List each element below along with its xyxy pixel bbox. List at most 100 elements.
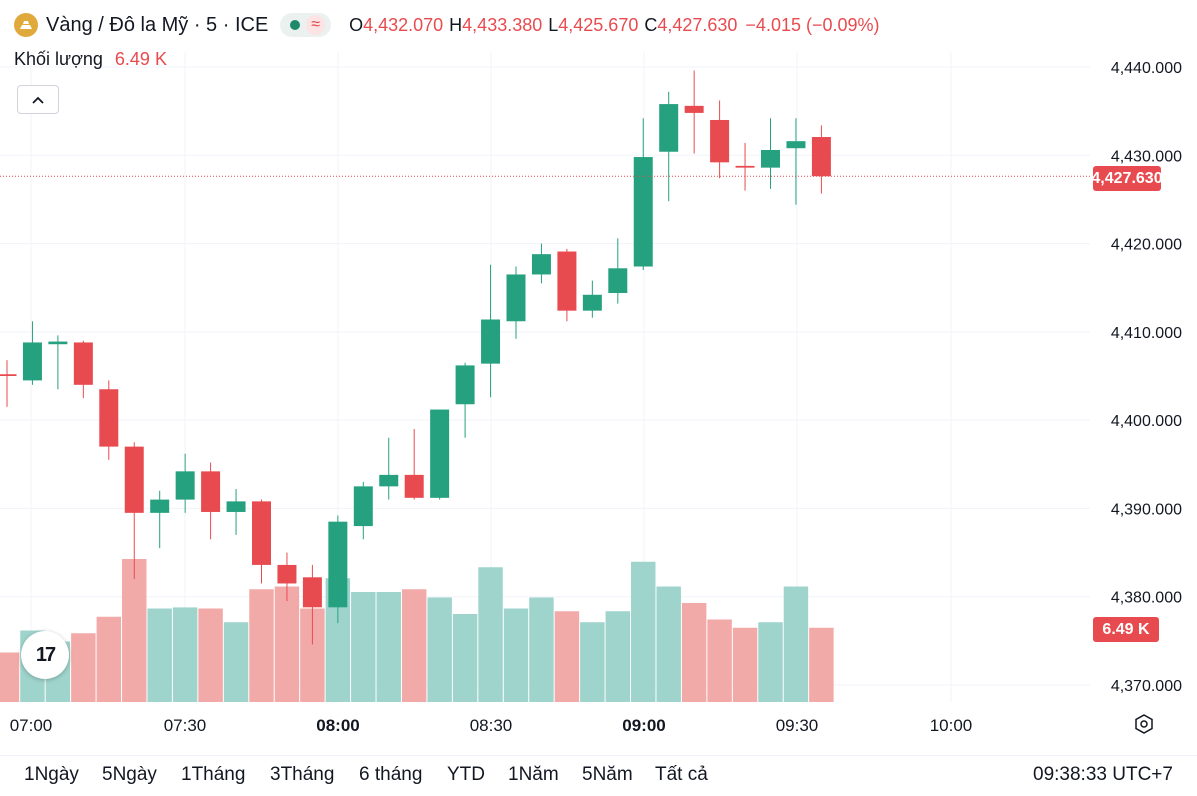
candle — [201, 462, 221, 540]
candle-body — [811, 137, 831, 177]
volume-bar — [351, 592, 376, 702]
range-all-button[interactable]: Tất cả — [655, 764, 708, 785]
x-tick-label: 07:00 — [10, 716, 53, 735]
chevron-up-icon — [32, 96, 44, 104]
candle — [99, 380, 119, 460]
candle-body — [455, 365, 475, 405]
volume-bar — [554, 611, 580, 702]
candle-body — [557, 251, 577, 311]
close-value: 4,427.630 — [657, 14, 738, 35]
candle-body — [277, 564, 297, 584]
volume-bar — [223, 622, 249, 702]
market-status[interactable]: ≈ — [280, 13, 332, 37]
candle-body — [659, 104, 679, 152]
bottom-toolbar: 1Ngày 5Ngày 1Tháng 3Tháng 6 tháng YTD 1N… — [0, 755, 1197, 796]
x-tick-label: 10:00 — [930, 716, 973, 735]
range-6m-button[interactable]: 6 tháng — [359, 764, 423, 785]
change-value: −4.015 (−0.09%) — [745, 14, 880, 35]
volume-bar — [529, 597, 554, 702]
candle — [277, 552, 297, 602]
candle — [252, 499, 271, 584]
candle-body — [404, 474, 424, 498]
range-1d-button[interactable]: 1Ngày — [24, 764, 79, 785]
range-ytd-button[interactable]: YTD — [447, 764, 485, 785]
x-tick-label: 07:30 — [164, 716, 207, 735]
last-volume-tag: 6.49 K — [1093, 617, 1159, 642]
volume-bar — [0, 652, 20, 702]
candle — [557, 248, 577, 322]
candle — [608, 238, 628, 304]
volume-bar — [580, 622, 605, 702]
market-open-dot-icon — [290, 20, 301, 30]
chart-legend: Vàng / Đô la Mỹ · 5 · ICE ≈ O 4,432.070 H… — [0, 0, 1100, 52]
volume-bar — [452, 614, 478, 702]
volume-bar — [478, 567, 503, 702]
volume-bar — [71, 633, 96, 702]
candle-body — [48, 341, 68, 345]
volume-bars — [0, 559, 834, 702]
candle-body — [22, 342, 42, 381]
y-tick-label: 4,440.000 — [1111, 60, 1182, 77]
range-5y-button[interactable]: 5Năm — [582, 764, 633, 785]
candle — [48, 335, 68, 390]
volume-bar — [122, 559, 147, 702]
candle — [811, 125, 831, 194]
candle-body — [633, 157, 653, 267]
volume-bar — [783, 586, 809, 702]
volume-bar — [274, 586, 300, 702]
low-value: 4,425.670 — [558, 14, 639, 35]
candle-body — [761, 149, 780, 168]
volume-bar — [707, 619, 732, 702]
volume-label[interactable]: Khối lượng — [14, 49, 103, 69]
candle-body — [506, 274, 526, 322]
volume-bar — [401, 589, 427, 702]
volume-legend: Khối lượng 6.49 K — [14, 49, 167, 70]
candles — [0, 70, 831, 645]
volume-bar — [376, 592, 401, 702]
candle — [302, 564, 322, 645]
range-3m-button[interactable]: 3Tháng — [270, 764, 335, 785]
x-tick-label: 09:30 — [776, 716, 819, 735]
range-1y-button[interactable]: 1Năm — [508, 764, 559, 785]
candle-body — [328, 521, 348, 608]
candle-body — [99, 389, 119, 447]
candle — [404, 428, 424, 500]
range-5d-button[interactable]: 5Ngày — [102, 764, 157, 785]
volume-bar — [427, 597, 452, 702]
tradingview-logo[interactable]: 17 — [21, 631, 69, 679]
candle-body — [481, 319, 501, 364]
ohlc-values: O 4,432.070 H 4,433.380 L 4,425.670 C 4,427.… — [349, 14, 880, 35]
candle — [735, 142, 755, 191]
wave-icon: ≈ — [306, 15, 326, 35]
volume-bar — [249, 589, 274, 702]
candle — [531, 243, 551, 284]
clock-timezone[interactable]: 09:38:33 UTC+7 — [1033, 764, 1173, 785]
settings-icon[interactable] — [1133, 713, 1155, 735]
gold-logo-icon — [14, 13, 38, 37]
candle-body — [582, 294, 602, 311]
candle — [124, 442, 144, 580]
candlestick-chart[interactable]: 4,370.000 4,380.000 4,390.000 4,400.000 4,41… — [0, 0, 1197, 755]
candle-body — [353, 486, 373, 527]
volume-bar — [198, 608, 223, 702]
candle-body — [252, 501, 271, 565]
range-1m-button[interactable]: 1Tháng — [181, 764, 246, 785]
symbol-title[interactable]: Vàng / Đô la Mỹ · 5 · ICE — [46, 13, 269, 36]
high-value: 4,433.380 — [462, 14, 543, 35]
candle — [22, 321, 42, 385]
volume-bar — [96, 616, 122, 702]
candle-body — [608, 268, 628, 294]
y-axis: 4,370.000 4,380.000 4,390.000 4,400.000 4,41… — [1111, 60, 1182, 695]
y-tick-label: 4,410.000 — [1111, 325, 1182, 342]
y-tick-label: 4,380.000 — [1111, 590, 1182, 607]
volume-bar — [172, 607, 198, 702]
volume-bar — [809, 627, 834, 702]
collapse-legend-button[interactable] — [17, 85, 59, 114]
y-tick-label: 4,400.000 — [1111, 413, 1182, 430]
volume-bar — [732, 627, 758, 702]
volume-bar — [147, 608, 172, 702]
x-axis: 07:00 07:30 08:00 08:30 09:00 09:30 10:00 — [10, 716, 973, 735]
candle-body — [124, 446, 144, 513]
candle-body — [710, 119, 730, 163]
volume-value: 6.49 K — [114, 49, 167, 69]
